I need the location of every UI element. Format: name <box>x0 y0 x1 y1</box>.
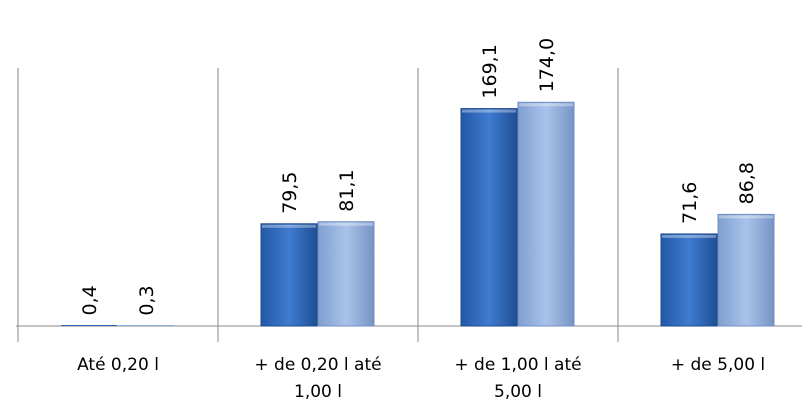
data-label: 0,4 <box>79 285 101 315</box>
data-label: 169,1 <box>479 44 501 98</box>
bar-highlight <box>319 222 373 226</box>
category-label: + de 0,20 l até <box>254 355 381 375</box>
category-label: + de 1,00 l até <box>454 355 581 375</box>
bar-highlight <box>262 224 316 228</box>
bar-highlight <box>719 215 773 219</box>
bar <box>517 101 575 327</box>
category-label: + de 5,00 l <box>671 355 765 375</box>
bars <box>61 101 775 327</box>
bar <box>317 221 375 327</box>
category-label: Até 0,20 l <box>77 355 159 375</box>
bar-highlight <box>462 109 516 113</box>
data-label: 71,6 <box>679 182 701 224</box>
bar <box>717 213 775 327</box>
data-label: 86,8 <box>736 162 758 204</box>
bar <box>460 108 518 327</box>
value-labels: 0,4 0,3 79,5 81,1 169,1 174,0 71,6 86,8 <box>79 38 758 316</box>
bar <box>61 325 117 326</box>
category-labels: Até 0,20 l + de 0,20 l até 1,00 l + de 1,00… <box>77 355 765 402</box>
bar <box>660 233 718 327</box>
category-label: 1,00 l <box>294 382 342 402</box>
bar-highlight <box>662 234 716 238</box>
bar <box>118 325 174 326</box>
data-label: 79,5 <box>279 171 301 213</box>
data-label: 81,1 <box>336 169 358 211</box>
data-label: 0,3 <box>136 285 158 315</box>
bar <box>260 223 318 327</box>
data-label: 174,0 <box>536 38 558 92</box>
category-label: 5,00 l <box>494 382 542 402</box>
bar-highlight <box>519 103 573 107</box>
